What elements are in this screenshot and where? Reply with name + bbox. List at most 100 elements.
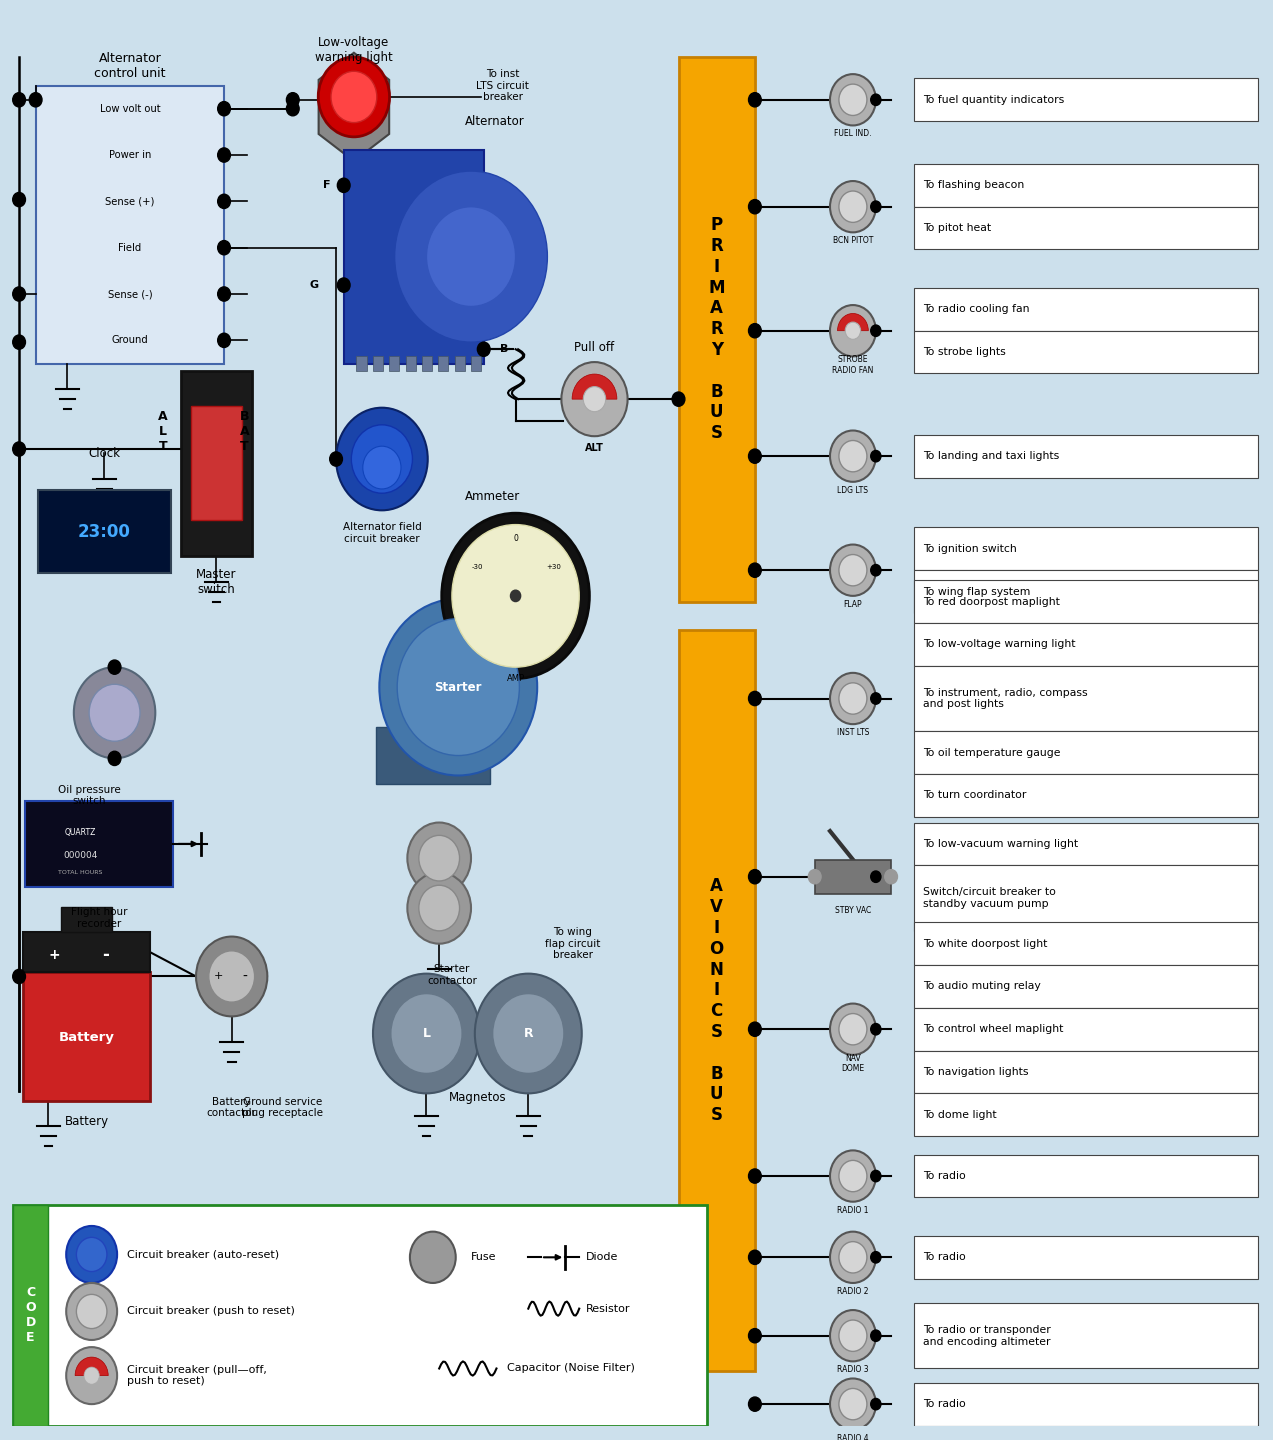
Wedge shape — [572, 374, 617, 399]
Circle shape — [561, 361, 628, 436]
Circle shape — [108, 660, 121, 674]
Bar — [679, 631, 755, 1371]
Circle shape — [363, 446, 401, 490]
Circle shape — [839, 1241, 867, 1273]
Circle shape — [749, 1329, 761, 1344]
Bar — [191, 406, 242, 520]
Bar — [914, 435, 1258, 478]
Circle shape — [218, 194, 230, 209]
Text: RADIO 3: RADIO 3 — [838, 1365, 868, 1374]
Bar — [914, 665, 1258, 732]
Text: BCN PITOT: BCN PITOT — [833, 236, 873, 245]
Circle shape — [749, 449, 761, 464]
Text: Low-voltage
warning light: Low-voltage warning light — [314, 36, 393, 63]
Circle shape — [830, 1231, 876, 1283]
Text: To red doorpost maplight: To red doorpost maplight — [923, 596, 1060, 606]
Text: To flashing beacon: To flashing beacon — [923, 180, 1025, 190]
Circle shape — [419, 886, 460, 930]
Text: Sense (+): Sense (+) — [106, 196, 154, 206]
Text: Clock: Clock — [88, 446, 121, 459]
Bar — [23, 932, 150, 972]
Circle shape — [13, 336, 25, 350]
Circle shape — [839, 84, 867, 115]
Text: To landing and taxi lights: To landing and taxi lights — [923, 451, 1059, 461]
Circle shape — [749, 563, 761, 577]
Circle shape — [871, 1331, 881, 1342]
Text: To wing flap system: To wing flap system — [923, 586, 1030, 596]
Bar — [914, 822, 1258, 865]
Circle shape — [13, 287, 25, 301]
Bar — [914, 1303, 1258, 1368]
Text: Master
switch: Master switch — [196, 567, 237, 596]
Circle shape — [839, 1014, 867, 1045]
Circle shape — [407, 873, 471, 943]
Bar — [914, 965, 1258, 1008]
Circle shape — [871, 1171, 881, 1182]
Circle shape — [337, 278, 350, 292]
Circle shape — [379, 599, 537, 776]
Text: To turn coordinator: To turn coordinator — [923, 791, 1026, 801]
Text: Circuit breaker (push to reset): Circuit breaker (push to reset) — [127, 1306, 295, 1316]
Text: Ground service
plug receptacle: Ground service plug receptacle — [242, 1097, 323, 1119]
Circle shape — [830, 181, 876, 232]
Circle shape — [286, 92, 299, 107]
Circle shape — [749, 200, 761, 213]
Circle shape — [196, 936, 267, 1017]
Text: To audio muting relay: To audio muting relay — [923, 982, 1040, 992]
Bar — [815, 860, 891, 894]
Circle shape — [839, 1320, 867, 1351]
Bar — [914, 1236, 1258, 1279]
Circle shape — [218, 333, 230, 347]
Circle shape — [845, 323, 861, 340]
Text: To radio: To radio — [923, 1171, 966, 1181]
Text: LDG LTS: LDG LTS — [838, 485, 868, 495]
Circle shape — [66, 1283, 117, 1341]
Circle shape — [373, 973, 480, 1093]
Text: C
O
D
E: C O D E — [25, 1286, 36, 1344]
Bar — [914, 1155, 1258, 1198]
Text: Diode: Diode — [586, 1253, 617, 1263]
Circle shape — [209, 950, 255, 1002]
Bar — [914, 1008, 1258, 1051]
Text: To low-voltage warning light: To low-voltage warning light — [923, 639, 1076, 649]
Circle shape — [351, 425, 412, 494]
Circle shape — [830, 305, 876, 356]
Circle shape — [66, 1225, 117, 1283]
Circle shape — [749, 1250, 761, 1264]
Circle shape — [871, 871, 881, 883]
Circle shape — [808, 870, 821, 884]
Circle shape — [76, 1237, 107, 1272]
Circle shape — [749, 1022, 761, 1037]
Circle shape — [672, 392, 685, 406]
Text: INST LTS: INST LTS — [836, 729, 869, 737]
Bar — [914, 922, 1258, 965]
Text: NAV
DOME: NAV DOME — [841, 1054, 864, 1073]
Text: -: - — [242, 969, 247, 984]
Bar — [914, 527, 1258, 570]
Circle shape — [452, 524, 579, 667]
Circle shape — [830, 1378, 876, 1430]
Text: To radio: To radio — [923, 1253, 966, 1263]
Text: Oil pressure
switch: Oil pressure switch — [57, 785, 121, 806]
Text: Power in: Power in — [108, 150, 151, 160]
Bar — [356, 356, 367, 370]
Polygon shape — [318, 53, 390, 161]
Circle shape — [871, 94, 881, 105]
Circle shape — [830, 1310, 876, 1361]
Circle shape — [749, 691, 761, 706]
Bar — [679, 58, 755, 602]
Circle shape — [391, 994, 462, 1073]
Text: To dome light: To dome light — [923, 1110, 997, 1120]
Circle shape — [475, 973, 582, 1093]
Circle shape — [839, 192, 867, 222]
Circle shape — [839, 1161, 867, 1192]
Text: G: G — [309, 281, 318, 289]
Bar — [406, 356, 416, 370]
Text: RADIO 1: RADIO 1 — [838, 1205, 868, 1215]
Text: -: - — [102, 946, 109, 965]
Bar — [914, 78, 1258, 121]
Wedge shape — [838, 314, 868, 331]
Text: To navigation lights: To navigation lights — [923, 1067, 1029, 1077]
Text: 000004: 000004 — [62, 851, 98, 860]
Circle shape — [395, 171, 547, 343]
